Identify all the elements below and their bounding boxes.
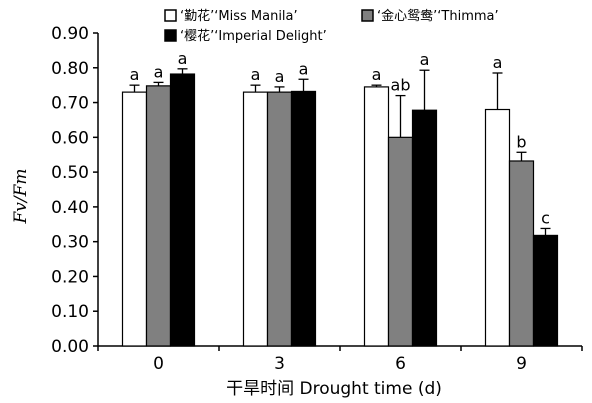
- legend-swatch-imperial-delight: [164, 29, 177, 42]
- bar: [508, 160, 535, 347]
- legend-swatch-thimma: [361, 9, 374, 22]
- significance-label: a: [299, 59, 309, 78]
- bar: [266, 91, 293, 347]
- x-tick-label: 9: [516, 354, 527, 374]
- significance-label: a: [130, 65, 140, 84]
- y-tick-label: 0.80: [51, 59, 89, 79]
- legend-label-imperial-delight: ‘樱花’‘Imperial Delight’: [180, 28, 327, 44]
- significance-label: b: [516, 132, 526, 151]
- significance-label: a: [154, 62, 164, 81]
- x-tick-label: 0: [153, 354, 164, 374]
- legend-entry-imperial-delight: ‘樱花’‘Imperial Delight’: [164, 28, 327, 44]
- y-tick-label: 0.50: [51, 163, 89, 183]
- bar: [363, 86, 390, 347]
- significance-label: a: [178, 49, 188, 68]
- bar: [121, 91, 148, 347]
- y-tick-label: 0.20: [51, 267, 89, 287]
- y-tick-label: 0.10: [51, 302, 89, 322]
- bar: [169, 73, 196, 347]
- bar: [145, 85, 172, 347]
- x-tick-label: 6: [395, 354, 406, 374]
- significance-label: a: [420, 50, 430, 69]
- legend-swatch-miss-manila: [164, 9, 177, 22]
- significance-label: a: [251, 65, 261, 84]
- legend: ‘勤花’‘Miss Manila’ ‘金心鸳鸯’‘Thimma’ ‘樱花’‘Im…: [164, 8, 499, 44]
- y-tick-label: 0.00: [51, 337, 89, 357]
- y-axis-title: Fv/Fm: [11, 168, 31, 224]
- bar: [532, 234, 559, 347]
- legend-label-miss-manila: ‘勤花’‘Miss Manila’: [180, 8, 298, 24]
- x-axis-title: 干旱时间 Drought time (d): [226, 379, 442, 399]
- significance-label: ab: [391, 76, 411, 95]
- y-tick-label: 0.60: [51, 128, 89, 148]
- x-tick-label: 3: [274, 354, 285, 374]
- plot-area: 0.00 0.10 0.20 0.30 0.40 0.50 0.60 0.70 0.80 0.90…: [51, 24, 583, 374]
- legend-entry-thimma: ‘金心鸳鸯’‘Thimma’: [361, 8, 499, 24]
- legend-entry-miss-manila: ‘勤花’‘Miss Manila’: [164, 8, 298, 24]
- significance-label: a: [372, 65, 382, 84]
- significance-label: a: [493, 53, 503, 72]
- significance-label: c: [541, 208, 550, 227]
- bar: [290, 90, 317, 347]
- bar: [411, 109, 438, 347]
- bar: [484, 108, 511, 347]
- y-tick-label: 0.30: [51, 233, 89, 253]
- bar: [242, 91, 269, 347]
- legend-label-thimma: ‘金心鸳鸯’‘Thimma’: [377, 8, 499, 24]
- significance-label: a: [275, 67, 285, 86]
- y-tick-label: 0.90: [51, 24, 89, 44]
- bar: [387, 136, 414, 347]
- y-tick-label: 0.70: [51, 94, 89, 114]
- y-tick-label: 0.40: [51, 198, 89, 218]
